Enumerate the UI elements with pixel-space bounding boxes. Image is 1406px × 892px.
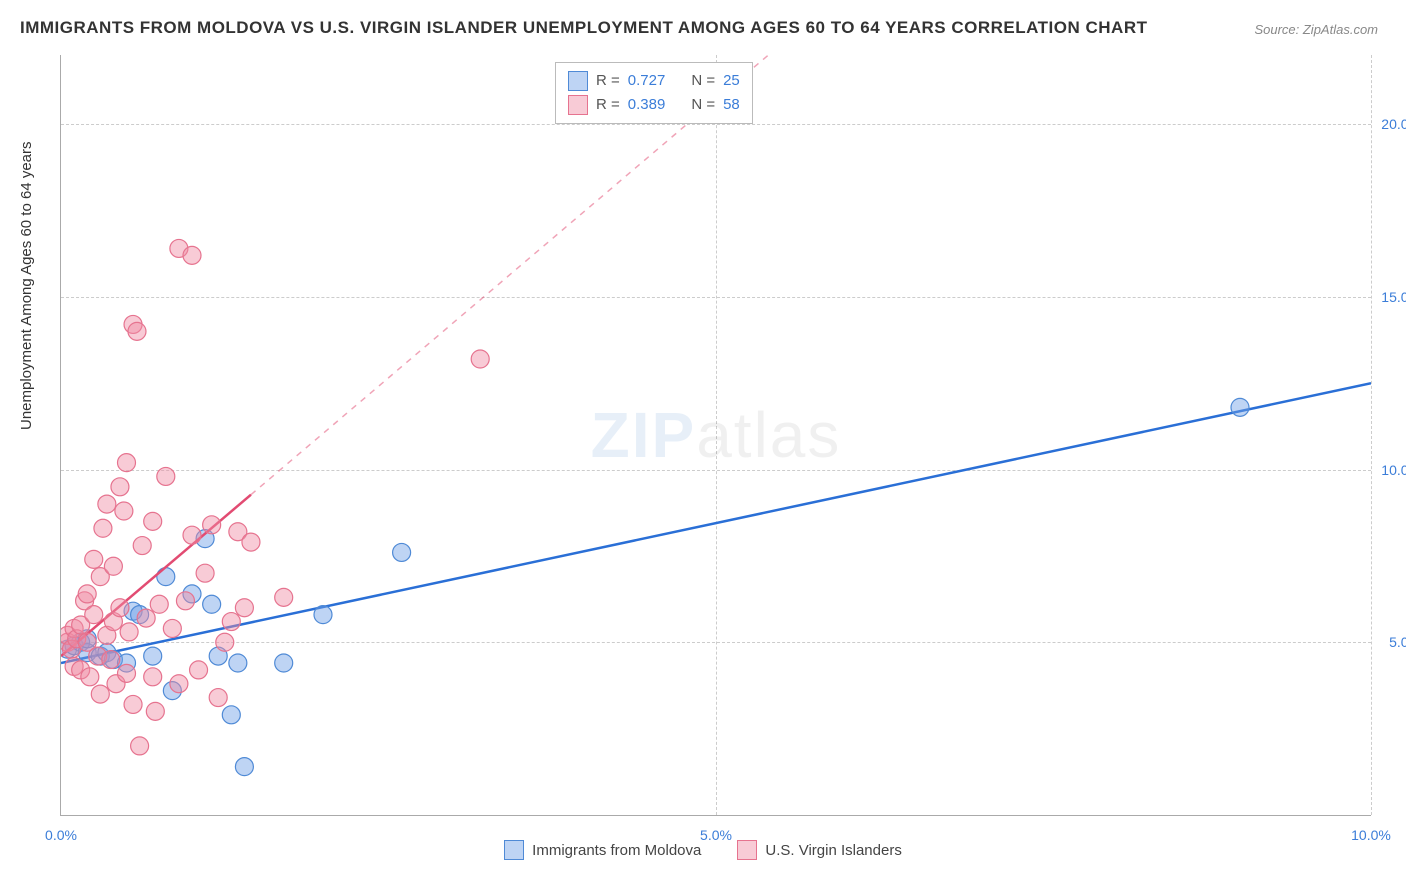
data-point (78, 585, 96, 603)
y-axis-label: Unemployment Among Ages 60 to 64 years (18, 141, 35, 430)
data-point (111, 478, 129, 496)
correlation-legend: R = 0.727N = 25R = 0.389N = 58 (555, 62, 753, 124)
data-point (222, 706, 240, 724)
data-point (235, 599, 253, 617)
legend-item: Immigrants from Moldova (504, 840, 701, 860)
data-point (144, 668, 162, 686)
data-point (128, 322, 146, 340)
chart-title: IMMIGRANTS FROM MOLDOVA VS U.S. VIRGIN I… (20, 18, 1147, 38)
data-point (183, 526, 201, 544)
data-point (222, 613, 240, 631)
data-point (91, 685, 109, 703)
data-point (85, 606, 103, 624)
data-point (133, 537, 151, 555)
data-point (190, 661, 208, 679)
data-point (216, 633, 234, 651)
legend-label: U.S. Virgin Islanders (765, 842, 901, 859)
data-point (229, 654, 247, 672)
legend-swatch (568, 71, 588, 91)
data-point (85, 550, 103, 568)
data-point (242, 533, 260, 551)
data-point (146, 702, 164, 720)
data-point (104, 557, 122, 575)
data-point (275, 588, 293, 606)
data-point (98, 495, 116, 513)
data-point (157, 467, 175, 485)
legend-item: U.S. Virgin Islanders (737, 840, 901, 860)
legend-row: R = 0.727N = 25 (568, 69, 740, 93)
data-point (275, 654, 293, 672)
y-tick-label: 20.0% (1376, 116, 1406, 132)
data-point (157, 568, 175, 586)
legend-swatch (568, 95, 588, 115)
legend-row: R = 0.389N = 58 (568, 93, 740, 117)
data-point (163, 619, 181, 637)
data-point (124, 695, 142, 713)
data-point (111, 599, 129, 617)
data-point (118, 664, 136, 682)
data-point (118, 454, 136, 472)
data-point (471, 350, 489, 368)
data-point (235, 758, 253, 776)
data-point (196, 564, 214, 582)
data-point (137, 609, 155, 627)
chart-svg (61, 55, 1371, 815)
trend-line (61, 383, 1371, 663)
data-point (203, 595, 221, 613)
y-tick-label: 10.0% (1376, 462, 1406, 478)
data-point (170, 675, 188, 693)
data-point (94, 519, 112, 537)
data-point (120, 623, 138, 641)
y-tick-label: 15.0% (1376, 289, 1406, 305)
series-legend: Immigrants from Moldova U.S. Virgin Islan… (0, 840, 1406, 864)
legend-label: Immigrants from Moldova (532, 842, 701, 859)
data-point (314, 606, 332, 624)
grid-line-v (1371, 55, 1372, 815)
plot-area: ZIPatlas 5.0%10.0%15.0%20.0%0.0%5.0%10.0… (60, 55, 1371, 816)
data-point (102, 651, 120, 669)
data-point (176, 592, 194, 610)
data-point (150, 595, 168, 613)
data-point (183, 246, 201, 264)
data-point (209, 689, 227, 707)
data-point (131, 737, 149, 755)
data-point (81, 668, 99, 686)
legend-swatch (737, 840, 757, 860)
y-tick-label: 5.0% (1376, 634, 1406, 650)
data-point (203, 516, 221, 534)
data-point (144, 512, 162, 530)
source-attribution: Source: ZipAtlas.com (1254, 22, 1378, 37)
data-point (144, 647, 162, 665)
data-point (1231, 398, 1249, 416)
legend-swatch (504, 840, 524, 860)
data-point (393, 543, 411, 561)
data-point (115, 502, 133, 520)
